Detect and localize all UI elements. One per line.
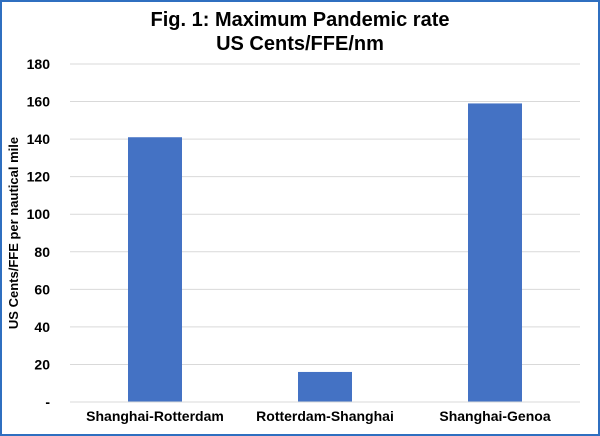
chart-title-line-2: US Cents/FFE/nm — [216, 33, 384, 55]
chart-title: Fig. 1: Maximum Pandemic rate US Cents/F… — [0, 8, 600, 56]
y-tick-label: 160 — [27, 94, 51, 110]
bar — [128, 137, 182, 402]
x-tick-label: Rotterdam-Shanghai — [256, 408, 394, 424]
y-tick-label: 100 — [27, 206, 51, 222]
y-tick-label: 140 — [27, 131, 51, 147]
bars — [128, 103, 522, 402]
y-axis-ticks: - 20 40 60 80 100 120 140 160 180 — [27, 56, 51, 410]
y-tick-label: 120 — [27, 169, 51, 185]
y-tick-label: 20 — [34, 356, 50, 372]
x-axis-ticks: Shanghai-Rotterdam Rotterdam-Shanghai Shan… — [86, 408, 551, 424]
y-tick-label: 60 — [34, 281, 50, 297]
y-tick-label: 80 — [34, 244, 50, 260]
y-axis-label: US Cents/FFE per nautical mile — [6, 137, 21, 329]
y-tick-label: 180 — [27, 56, 51, 72]
y-tick-label: - — [45, 394, 50, 410]
chart-title-line-1: Fig. 1: Maximum Pandemic rate — [150, 9, 450, 31]
x-tick-label: Shanghai-Rotterdam — [86, 408, 224, 424]
bar — [468, 103, 522, 402]
x-tick-label: Shanghai-Genoa — [439, 408, 550, 424]
bar — [298, 371, 352, 402]
y-tick-label: 40 — [34, 319, 50, 335]
